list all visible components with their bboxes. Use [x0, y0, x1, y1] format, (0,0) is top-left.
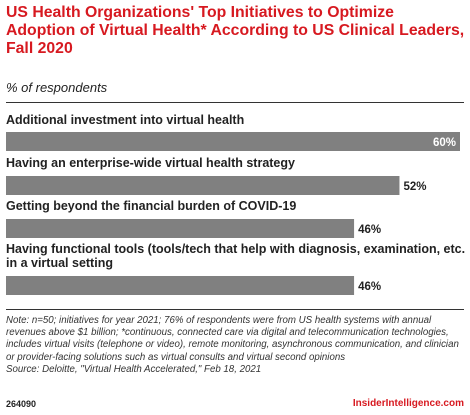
bar — [6, 276, 355, 295]
category-label: Having functional tools (tools/tech that… — [6, 242, 465, 270]
bar-chart: Additional investment into virtual healt… — [6, 113, 465, 295]
source-text: Source: Deloitte, "Virtual Health Accele… — [6, 363, 262, 375]
value-label: 46% — [358, 281, 381, 293]
brand-link[interactable]: InsiderIntelligence.com — [352, 398, 464, 409]
note-text: Note: n=50; initiatives for year 2021; 7… — [6, 315, 459, 363]
top-rule — [6, 102, 464, 103]
bar — [6, 132, 460, 151]
bar — [6, 219, 355, 238]
chart-notes: Note: n=50; initiatives for year 2021; 7… — [6, 315, 466, 376]
chart-title: US Health Organizations' Top Initiatives… — [6, 4, 465, 57]
bottom-rule — [6, 309, 464, 310]
bar — [6, 176, 400, 195]
category-label: Additional investment into virtual healt… — [6, 113, 244, 127]
chart-subtitle: % of respondents — [6, 80, 108, 95]
category-label: Getting beyond the financial burden of C… — [6, 199, 296, 213]
value-label: 46% — [358, 224, 381, 236]
value-label: 52% — [403, 181, 426, 193]
category-label: Having an enterprise-wide virtual health… — [6, 156, 295, 170]
chart-id: 264090 — [6, 399, 37, 409]
value-label: 60% — [433, 137, 456, 149]
